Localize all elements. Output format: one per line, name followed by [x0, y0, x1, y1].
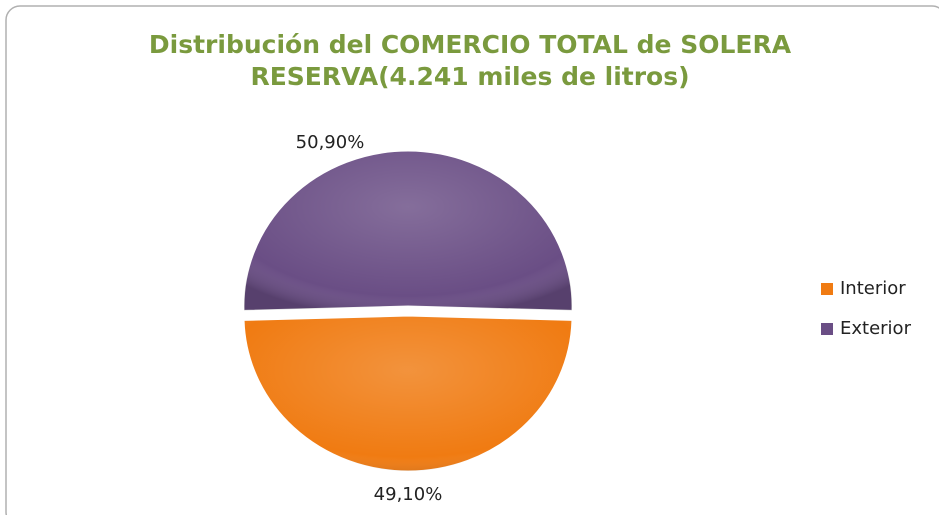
legend-swatch: [821, 283, 833, 295]
slice-shade: [244, 316, 572, 471]
chart-title: RESERVA(4.241 miles de litros): [250, 62, 689, 91]
data-label: 49,10%: [374, 484, 443, 505]
data-label: 50,90%: [296, 132, 365, 153]
legend-label: Interior: [840, 278, 906, 299]
chart-title: Distribución del COMERCIO TOTAL de SOLER…: [149, 30, 792, 59]
legend-swatch: [821, 323, 833, 335]
legend-label: Exterior: [840, 318, 912, 339]
slice-shade: [244, 150, 572, 311]
